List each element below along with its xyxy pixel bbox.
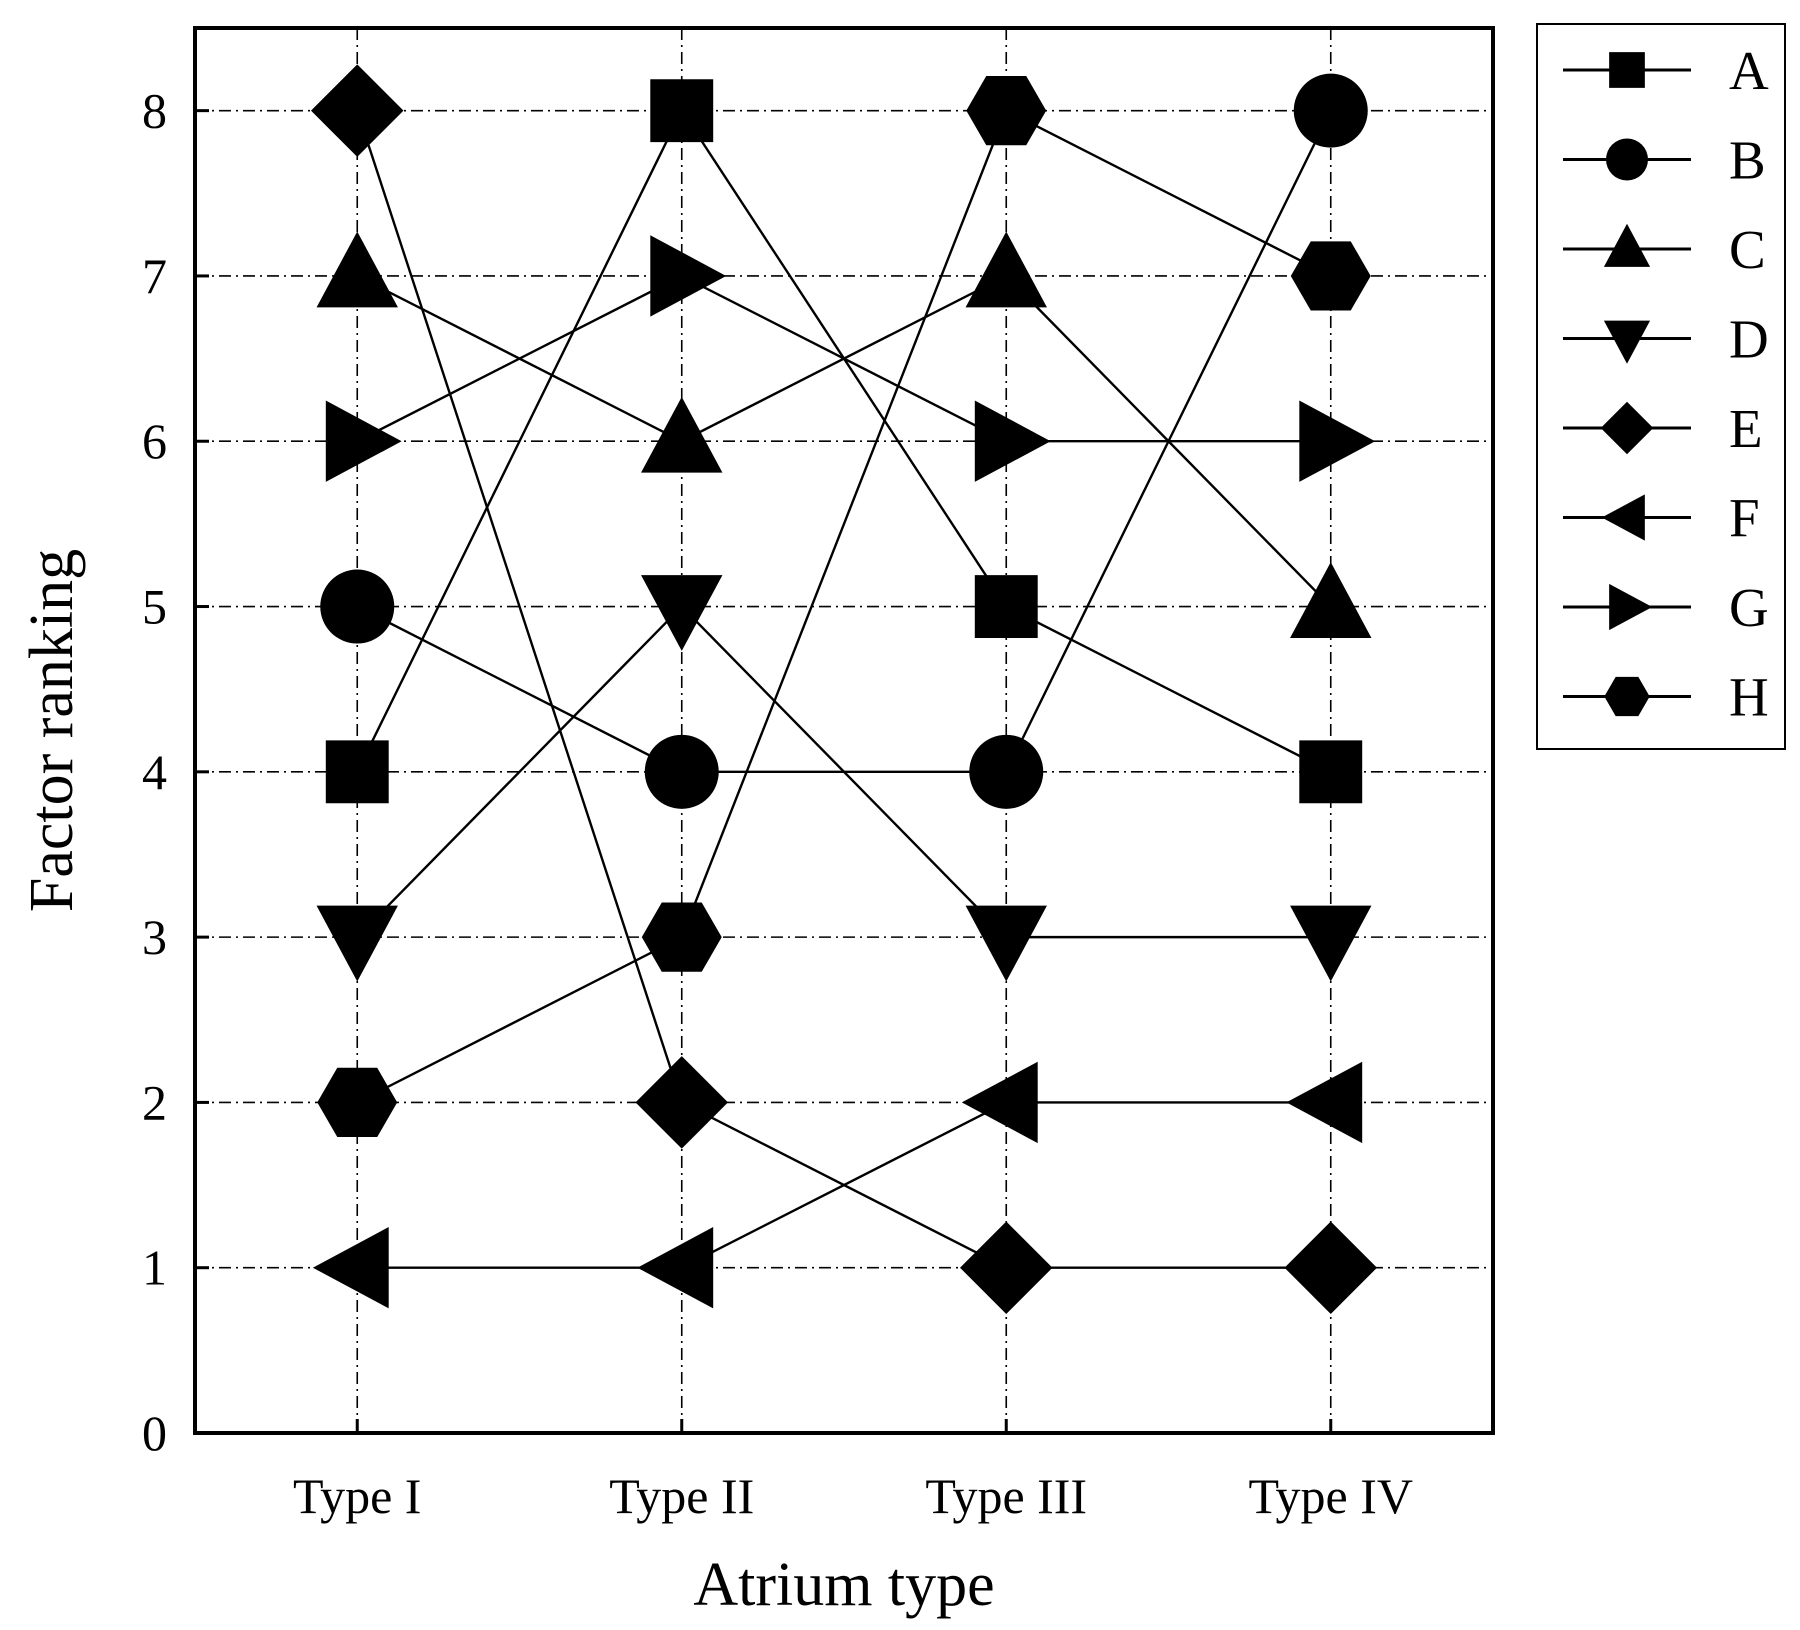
- legend-item-g: G: [1563, 577, 1769, 638]
- data-point-g: [974, 400, 1051, 482]
- data-point-h: [641, 902, 722, 972]
- data-point-c: [316, 231, 398, 308]
- legend-label: D: [1729, 309, 1769, 370]
- data-point-h: [1290, 241, 1371, 311]
- legend-label: C: [1729, 219, 1766, 280]
- data-point-a: [1299, 740, 1363, 804]
- y-tick-label: 8: [142, 83, 167, 139]
- x-tick-label: Type III: [925, 1468, 1087, 1524]
- data-point-f: [961, 1061, 1038, 1144]
- legend-box: [1536, 23, 1786, 750]
- series-line-f: [357, 1101, 1331, 1269]
- data-point-g: [650, 235, 727, 317]
- x-tick-label: Type I: [293, 1468, 421, 1524]
- y-tick-label: 4: [142, 744, 167, 800]
- data-point-f: [637, 1227, 714, 1309]
- data-point-h: [317, 1067, 398, 1138]
- data-point-d: [641, 575, 723, 651]
- data-point-b: [1293, 73, 1368, 148]
- y-tick-label: 2: [142, 1074, 167, 1130]
- data-point-e: [960, 1221, 1053, 1314]
- y-tick-label: 7: [142, 248, 167, 304]
- data-point-b: [969, 734, 1044, 809]
- legend-marker-h: [1604, 676, 1650, 717]
- data-point-c: [1290, 562, 1372, 638]
- y-tick-label: 3: [142, 909, 167, 965]
- y-axis-label: Factor ranking: [18, 549, 86, 912]
- data-point-c: [965, 231, 1047, 308]
- y-tick-label: 6: [142, 413, 167, 469]
- data-point-d: [965, 905, 1047, 982]
- data-point-e: [311, 64, 404, 157]
- legend-marker-g: [1609, 583, 1653, 631]
- legend-item-b: B: [1563, 130, 1766, 191]
- data-point-d: [316, 905, 398, 982]
- legend-item-e: E: [1563, 398, 1763, 459]
- data-point-f: [1286, 1061, 1363, 1144]
- x-tick-label: Type IV: [1248, 1468, 1413, 1524]
- series-markers: [311, 64, 1377, 1314]
- y-tick-label: 1: [142, 1240, 167, 1296]
- plot-area-frame: [193, 26, 1495, 1435]
- data-point-e: [1284, 1221, 1377, 1314]
- legend-item-a: A: [1563, 40, 1769, 101]
- legend-item-f: F: [1563, 488, 1760, 549]
- legend-marker-d: [1603, 320, 1651, 364]
- data-point-b: [644, 734, 719, 809]
- legend-label: H: [1729, 667, 1769, 728]
- data-point-f: [312, 1227, 389, 1309]
- legend-marker-e: [1600, 401, 1654, 455]
- legend-label: B: [1729, 130, 1766, 191]
- series-line-g: [356, 274, 1331, 443]
- data-point-g: [1299, 400, 1376, 482]
- legend-marker-c: [1603, 223, 1651, 267]
- series-line-d: [356, 604, 1331, 939]
- series-lines: [356, 108, 1332, 1269]
- data-point-a: [650, 79, 714, 143]
- legend-marker-f: [1601, 494, 1645, 541]
- legend-item-h: H: [1563, 667, 1769, 728]
- series-line-h: [356, 108, 1332, 1104]
- series-line-e: [356, 110, 1331, 1269]
- legend-item-d: D: [1563, 309, 1769, 370]
- legend-item-c: C: [1563, 219, 1766, 280]
- data-point-a: [974, 575, 1038, 638]
- data-point-h: [966, 76, 1047, 146]
- data-point-d: [1290, 905, 1372, 982]
- data-point-a: [325, 740, 389, 804]
- y-axis-ticks: 0 1 2 3 4 5 6 7 8: [142, 83, 209, 1461]
- data-point-g: [325, 400, 402, 482]
- legend-label: A: [1729, 40, 1769, 101]
- y-tick-label: 5: [142, 579, 167, 635]
- y-tick-label: 0: [142, 1405, 167, 1461]
- data-point-e: [635, 1056, 728, 1149]
- legend-label: E: [1729, 398, 1763, 459]
- legend-label: G: [1729, 577, 1769, 638]
- legend-marker-b: [1606, 138, 1648, 181]
- data-point-b: [320, 569, 395, 644]
- x-axis-ticks: Type I Type II Type III Type IV: [293, 1419, 1413, 1524]
- x-axis-label: Atrium type: [693, 1551, 994, 1619]
- grid-lines: [195, 28, 1493, 1433]
- legend-label: F: [1729, 488, 1760, 549]
- data-point-c: [641, 396, 723, 473]
- x-tick-label: Type II: [609, 1468, 754, 1524]
- legend-marker-a: [1609, 52, 1645, 88]
